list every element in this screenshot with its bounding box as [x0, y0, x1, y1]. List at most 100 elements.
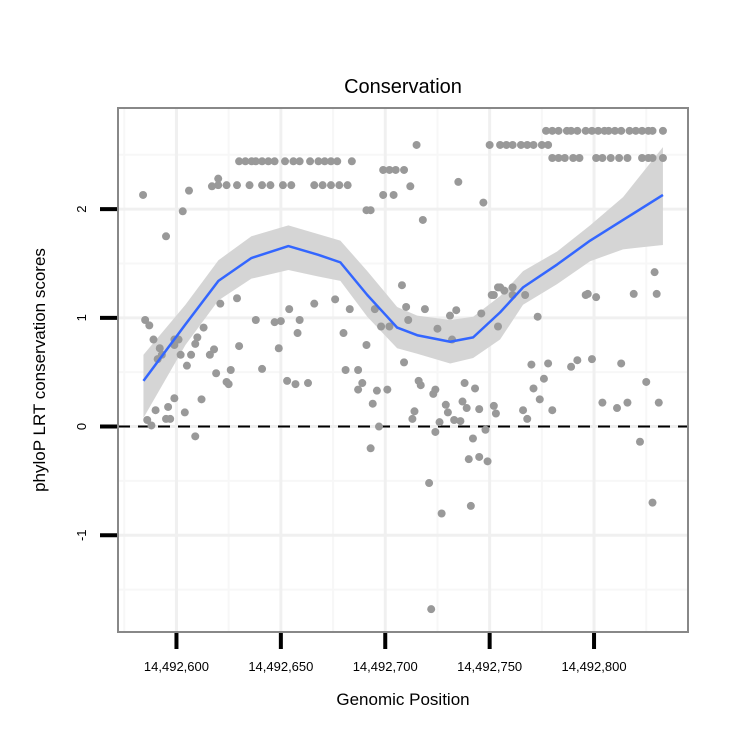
data-point — [623, 154, 632, 163]
data-point — [258, 181, 267, 190]
data-point — [347, 157, 356, 166]
data-point — [613, 404, 622, 413]
data-point — [500, 286, 509, 295]
data-point — [535, 395, 544, 404]
data-point — [625, 126, 634, 135]
data-point — [516, 140, 525, 149]
x-tick-label: 14,492,800 — [562, 659, 627, 674]
data-point — [477, 309, 486, 318]
data-point — [210, 345, 219, 354]
data-point — [592, 293, 601, 302]
data-point — [276, 317, 285, 326]
data-point — [358, 379, 367, 388]
data-point — [475, 452, 484, 461]
data-point — [654, 398, 663, 407]
data-point — [295, 157, 304, 166]
data-point — [366, 444, 375, 453]
data-point — [544, 359, 553, 368]
data-point — [539, 374, 548, 383]
data-point — [207, 182, 216, 191]
data-point — [291, 380, 300, 389]
data-point — [629, 289, 638, 298]
data-point — [354, 385, 363, 394]
data-point — [214, 174, 223, 183]
plot-panel — [118, 108, 688, 632]
data-point — [216, 299, 225, 308]
data-point — [326, 157, 335, 166]
data-point — [410, 407, 419, 416]
y-axis-label: phyloP LRT conservation scores — [30, 248, 49, 492]
data-point — [408, 414, 417, 423]
data-point — [164, 402, 173, 411]
data-point — [233, 294, 242, 303]
data-point — [143, 416, 152, 425]
data-point — [397, 281, 406, 290]
data-point — [383, 385, 392, 394]
data-point — [445, 311, 454, 320]
data-point — [587, 126, 596, 135]
x-tick-label: 14,492,600 — [144, 659, 209, 674]
data-point — [650, 268, 659, 277]
data-point — [606, 154, 615, 163]
data-point — [333, 157, 342, 166]
data-point — [583, 289, 592, 298]
data-point — [598, 154, 607, 163]
data-point — [483, 457, 492, 466]
data-point — [575, 154, 584, 163]
data-point — [166, 414, 175, 423]
data-point — [306, 157, 315, 166]
x-axis-ticks: 14,492,600 14,492,650 14,492,700 14,492,750… — [144, 633, 627, 674]
data-point — [404, 315, 413, 324]
data-point — [184, 186, 193, 195]
data-point — [454, 177, 463, 186]
data-point — [281, 157, 290, 166]
data-point — [491, 409, 500, 418]
data-point — [537, 140, 546, 149]
data-point — [429, 389, 438, 398]
data-point — [235, 342, 244, 351]
data-point — [151, 406, 160, 415]
data-point — [485, 140, 494, 149]
data-point — [345, 305, 354, 314]
data-point — [293, 329, 302, 338]
data-point — [343, 181, 352, 190]
data-point — [610, 126, 619, 135]
data-point — [331, 295, 340, 304]
data-point — [481, 425, 490, 434]
data-point — [251, 315, 260, 324]
data-point — [604, 126, 613, 135]
data-point — [494, 322, 502, 331]
data-point — [544, 140, 553, 149]
data-point — [170, 394, 179, 403]
y-tick-label: -1 — [74, 529, 89, 541]
data-point — [658, 126, 667, 135]
data-point — [226, 366, 235, 374]
data-point — [320, 157, 329, 166]
y-tick-label: 0 — [74, 423, 89, 430]
data-point — [191, 339, 200, 348]
data-point — [441, 400, 450, 409]
data-point — [521, 290, 530, 299]
data-point — [241, 157, 250, 166]
data-point — [264, 157, 273, 166]
data-point — [418, 215, 427, 224]
data-point — [366, 206, 375, 215]
data-point — [245, 181, 254, 190]
data-point — [489, 290, 498, 299]
data-point — [374, 422, 383, 431]
data-point — [648, 126, 657, 135]
data-point — [222, 181, 231, 190]
data-point — [304, 379, 312, 388]
data-point — [176, 350, 185, 359]
data-point — [567, 362, 576, 371]
data-point — [180, 408, 189, 417]
data-point — [318, 181, 327, 190]
data-point — [435, 418, 444, 427]
data-point — [468, 434, 477, 443]
confidence-band — [143, 147, 663, 418]
smooth-line — [142, 193, 664, 382]
data-point — [533, 312, 542, 321]
data-point — [529, 140, 538, 149]
data-point — [372, 386, 381, 395]
data-point — [443, 408, 452, 417]
